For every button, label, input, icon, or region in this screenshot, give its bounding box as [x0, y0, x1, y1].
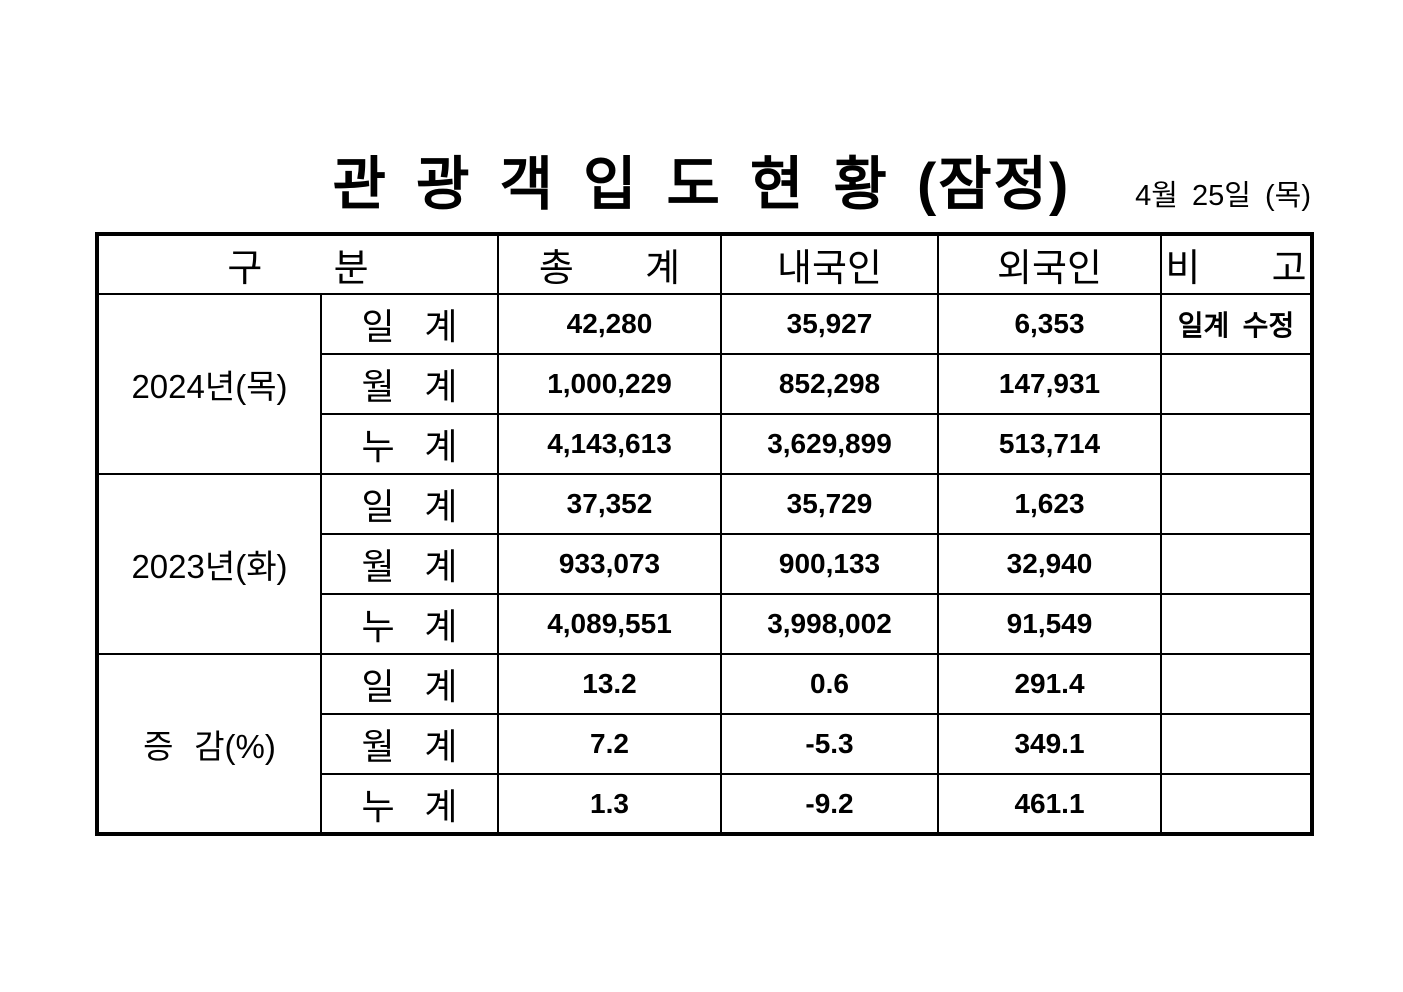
- year-cell-change-pct: 증 감(%): [96, 653, 322, 835]
- value-cell-total: 1,000,229: [497, 353, 722, 415]
- value-cell-total: 37,352: [497, 473, 722, 535]
- value-cell-total: 4,143,613: [497, 413, 722, 475]
- report-date: 4월 25일 (목): [1135, 180, 1311, 212]
- header-category: 구 분: [96, 233, 499, 295]
- value-cell-foreign: 147,931: [937, 353, 1162, 415]
- value-cell-foreign: 91,549: [937, 593, 1162, 655]
- table-header-row: 구 분 총 계 내국인 외국인 비 고: [96, 233, 1313, 295]
- page-title: 관 광 객 입 도 현 황 (잠정): [332, 151, 1071, 217]
- value-cell-total: 4,089,551: [497, 593, 722, 655]
- note-cell: [1160, 653, 1313, 715]
- value-cell-domestic: 900,133: [720, 533, 939, 595]
- table-row: 월 계 933,073 900,133 32,940: [97, 533, 1313, 595]
- note-cell: 일계 수정: [1160, 293, 1313, 355]
- row-label-cell: 월 계: [320, 353, 499, 415]
- row-label-cell: 누 계: [320, 773, 499, 835]
- row-label-cell: 월 계: [320, 533, 499, 595]
- note-cell: [1160, 773, 1313, 835]
- value-cell-total: 42,280: [497, 293, 722, 355]
- table-row: 2024년(목) 일 계 42,280 35,927 6,353 일계 수정: [96, 293, 1313, 475]
- table-row: 월 계 7.2 -5.3 349.1: [97, 713, 1313, 775]
- header-foreign: 외국인: [937, 233, 1162, 295]
- table-row: 2023년(화) 일 계 37,352 35,729 1,623: [96, 473, 1313, 655]
- row-label-cell: 누 계: [320, 593, 499, 655]
- value-cell-foreign: 6,353: [937, 293, 1162, 355]
- row-label-cell: 누 계: [320, 413, 499, 475]
- value-cell-foreign: 32,940: [937, 533, 1162, 595]
- value-cell-domestic: 3,629,899: [720, 413, 939, 475]
- header-domestic: 내국인: [720, 233, 939, 295]
- note-cell: [1160, 413, 1313, 475]
- value-cell-domestic: -5.3: [720, 713, 939, 775]
- header-total: 총 계: [497, 233, 722, 295]
- value-cell-domestic: 35,927: [720, 293, 939, 355]
- year-cell-2023: 2023년(화): [96, 473, 322, 655]
- table-row: 증 감(%) 일 계 13.2 0.6 291.4: [96, 653, 1313, 835]
- value-cell-total: 7.2: [497, 713, 722, 775]
- note-cell: [1160, 353, 1313, 415]
- note-cell: [1160, 473, 1313, 535]
- note-cell: [1160, 713, 1313, 775]
- row-label-cell: 일 계: [320, 473, 499, 535]
- value-cell-domestic: 3,998,002: [720, 593, 939, 655]
- value-cell-domestic: 852,298: [720, 353, 939, 415]
- note-cell: [1160, 593, 1313, 655]
- table-row: 누 계 4,143,613 3,629,899 513,714: [97, 413, 1313, 475]
- table-row: 누 계 1.3 -9.2 461.1: [97, 773, 1313, 835]
- note-cell: [1160, 533, 1313, 595]
- row-label-cell: 월 계: [320, 713, 499, 775]
- value-cell-foreign: 291.4: [937, 653, 1162, 715]
- value-cell-foreign: 1,623: [937, 473, 1162, 535]
- table-row: 월 계 1,000,229 852,298 147,931: [97, 353, 1313, 415]
- value-cell-total: 933,073: [497, 533, 722, 595]
- row-label-cell: 일 계: [320, 653, 499, 715]
- value-cell-foreign: 349.1: [937, 713, 1162, 775]
- header-note: 비 고: [1160, 233, 1313, 295]
- value-cell-foreign: 513,714: [937, 413, 1162, 475]
- table-row: 누 계 4,089,551 3,998,002 91,549: [97, 593, 1313, 655]
- value-cell-foreign: 461.1: [937, 773, 1162, 835]
- year-cell-2024: 2024년(목): [96, 293, 322, 475]
- value-cell-total: 1.3: [497, 773, 722, 835]
- value-cell-domestic: 0.6: [720, 653, 939, 715]
- value-cell-domestic: 35,729: [720, 473, 939, 535]
- value-cell-total: 13.2: [497, 653, 722, 715]
- value-cell-domestic: -9.2: [720, 773, 939, 835]
- tourist-arrivals-table: 구 분 총 계 내국인 외국인 비 고 2024년(목) 일 계 42,280 …: [95, 232, 1314, 836]
- row-label-cell: 일 계: [320, 293, 499, 355]
